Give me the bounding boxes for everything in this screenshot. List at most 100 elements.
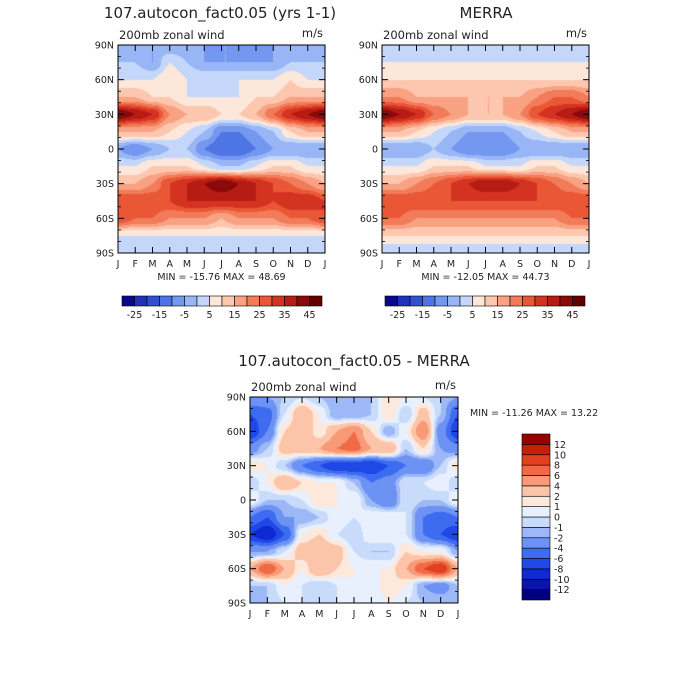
colorbar-label: -10 <box>554 575 570 586</box>
chart-title: 107.autocon_fact0.05 (yrs 1-1) <box>104 4 336 23</box>
x-tick-label: M <box>447 259 455 270</box>
units-label: m/s <box>435 378 456 392</box>
y-tick-label: 90N <box>95 41 114 52</box>
colorbar-label: 1 <box>554 502 560 513</box>
colorbar-label: 10 <box>554 450 566 461</box>
colorbar-box <box>521 589 551 601</box>
field-subtitle: 200mb zonal wind <box>119 28 225 42</box>
y-tick-label: 60N <box>227 427 246 438</box>
x-tick-label: J <box>587 259 591 270</box>
x-tick-label: J <box>248 609 252 620</box>
colorbar-label: 35 <box>541 310 553 321</box>
x-tick-label: M <box>315 609 323 620</box>
colorbar-label: 15 <box>491 310 503 321</box>
colorbar-box <box>521 547 551 559</box>
colorbar-box <box>521 516 551 528</box>
x-tick-label: D <box>437 609 444 620</box>
colorbar-label: 25 <box>253 310 265 321</box>
colorbar-box <box>447 295 461 307</box>
colorbar-box <box>559 295 573 307</box>
x-tick-label: A <box>431 259 438 270</box>
colorbar-label: 5 <box>469 310 475 321</box>
colorbar-box <box>521 475 551 487</box>
y-tick-label: 30N <box>227 461 246 472</box>
y-tick-label: 90N <box>359 41 378 52</box>
colorbar-box <box>246 295 260 307</box>
colorbar-box <box>521 527 551 539</box>
colorbar: -25 -15 -5 5 15 25 35 45 <box>121 295 323 321</box>
y-tick-label: 90N <box>227 393 246 404</box>
x-tick-label: N <box>287 259 294 270</box>
colorbar-box <box>497 295 511 307</box>
colorbar-box <box>384 295 398 307</box>
colorbar-label: -25 <box>127 310 143 321</box>
x-tick-label: M <box>412 259 420 270</box>
x-tick-label: J <box>483 259 487 270</box>
colorbar-box <box>422 295 436 307</box>
colorbar-box <box>459 295 473 307</box>
x-tick-label: O <box>402 609 409 620</box>
panel-0: 107.autocon_fact0.05 (yrs 1-1) 200mb zona… <box>95 4 336 321</box>
colorbar-label: 35 <box>278 310 290 321</box>
x-tick-label: F <box>265 609 270 620</box>
x-tick-label: F <box>397 259 402 270</box>
y-tick-label: 90S <box>360 249 378 260</box>
x-tick-label: J <box>456 609 460 620</box>
colorbar-box <box>521 568 551 580</box>
y-tick-label: 30N <box>95 110 114 121</box>
y-tick-label: 30N <box>359 110 378 121</box>
colorbar-box <box>434 295 448 307</box>
min-max-stats: MIN = -12.05 MAX = 44.73 <box>421 272 549 283</box>
colorbar-box <box>521 495 551 507</box>
colorbar-label: -15 <box>152 310 168 321</box>
min-max-stats: MIN = -11.26 MAX = 13.22 <box>470 408 598 419</box>
y-tick-label: 0 <box>240 496 246 507</box>
x-tick-label: J <box>466 259 470 270</box>
x-tick-label: J <box>323 259 327 270</box>
colorbar-box <box>521 558 551 570</box>
colorbar-label: -25 <box>390 310 406 321</box>
colorbar-box <box>221 295 235 307</box>
colorbar-box <box>522 295 536 307</box>
chart-title: MERRA <box>460 4 514 22</box>
colorbar-box <box>209 295 223 307</box>
colorbar-box <box>572 295 586 307</box>
colorbar-box <box>171 295 185 307</box>
y-tick-label: 60N <box>95 75 114 86</box>
colorbar-label: 45 <box>566 310 578 321</box>
colorbar-box <box>159 295 173 307</box>
y-tick-label: 90S <box>96 249 114 260</box>
x-tick-label: S <box>517 259 523 270</box>
y-tick-label: 60S <box>96 214 114 225</box>
colorbar-box <box>521 537 551 549</box>
colorbar: -25 -15 -5 5 15 25 35 45 <box>384 295 586 321</box>
colorbar-box <box>234 295 248 307</box>
x-tick-label: A <box>236 259 243 270</box>
units-label: m/s <box>302 26 323 40</box>
min-max-stats: MIN = -15.76 MAX = 48.69 <box>157 272 285 283</box>
colorbar-box <box>521 506 551 518</box>
y-tick-label: 60N <box>359 75 378 86</box>
colorbar-box <box>472 295 486 307</box>
field-subtitle: 200mb zonal wind <box>383 28 489 42</box>
colorbar-box <box>509 295 523 307</box>
colorbar-label: -6 <box>554 554 563 565</box>
x-tick-label: J <box>202 259 206 270</box>
colorbar-box <box>521 454 551 466</box>
y-tick-label: 60S <box>228 564 246 575</box>
y-tick-label: 30S <box>96 179 114 190</box>
field-subtitle: 200mb zonal wind <box>251 380 357 394</box>
colorbar-label: -8 <box>554 564 563 575</box>
colorbar-box <box>296 295 310 307</box>
x-tick-label: M <box>148 259 156 270</box>
y-tick-label: 30S <box>360 179 378 190</box>
x-tick-label: A <box>500 259 507 270</box>
x-tick-label: J <box>116 259 120 270</box>
colorbar-box <box>534 295 548 307</box>
colorbar-box <box>146 295 160 307</box>
colorbar-label: -4 <box>554 544 563 555</box>
x-tick-label: J <box>334 609 338 620</box>
colorbar-label: 5 <box>206 310 212 321</box>
x-tick-label: A <box>167 259 174 270</box>
